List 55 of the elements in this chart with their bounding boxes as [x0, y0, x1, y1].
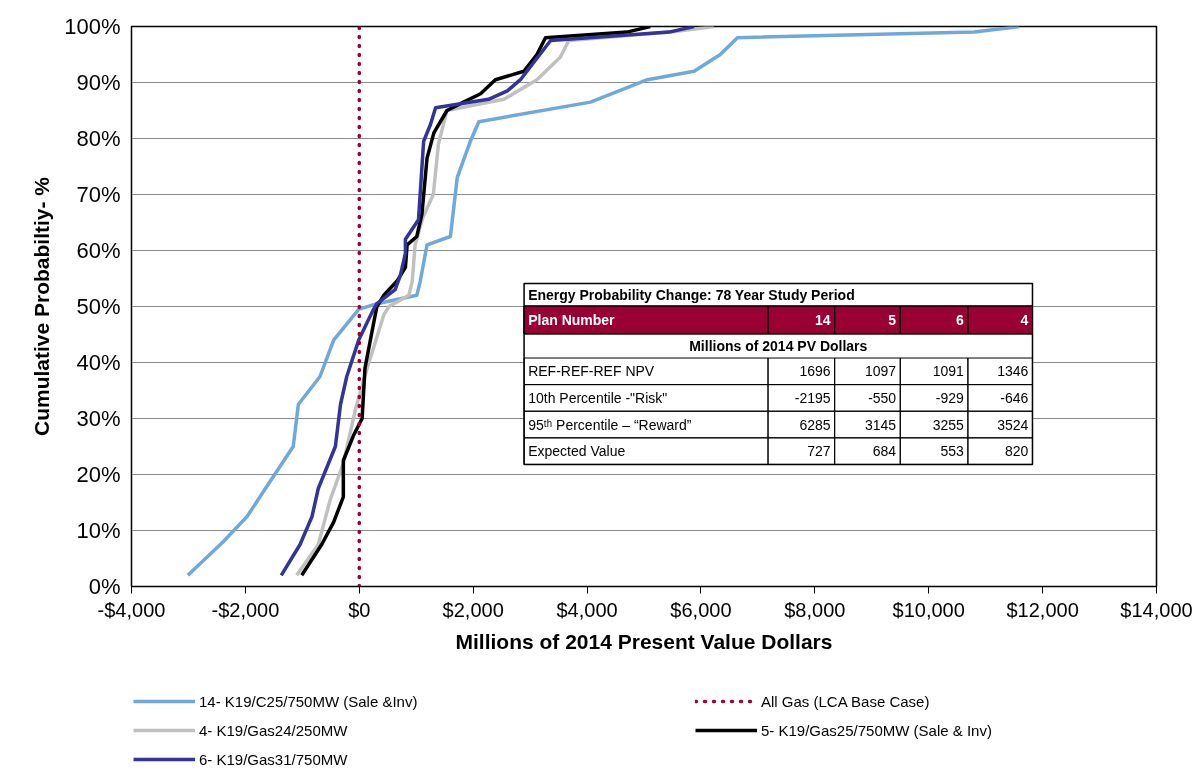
y-tick-label: 90% [76, 70, 121, 95]
annotation: 1346 [997, 363, 1029, 380]
annotation: 1097 [865, 363, 897, 380]
x-tick-label: $2,000 [442, 598, 504, 621]
annotation: 820 [1005, 443, 1029, 460]
annotation: -929 [935, 389, 965, 406]
annotation: 1091 [932, 363, 965, 380]
x-tick-label: $10,000 [892, 598, 965, 621]
legend-label: 4- K19/Gas24/250MW [199, 721, 348, 739]
annotation: 3145 [865, 416, 897, 433]
y-tick-label: 70% [76, 182, 121, 207]
annotation: REF-REF-REF NPV [528, 363, 655, 380]
annotation: Energy Probability Change: 78 Year Study Period [528, 286, 855, 303]
y-tick-label: 0% [88, 574, 121, 599]
x-tick-label: $8,000 [784, 598, 846, 621]
y-tick-label: 10% [76, 518, 121, 543]
y-tick-label: 100% [64, 14, 121, 39]
annotation: -646 [1000, 389, 1029, 406]
annotation: 6285 [799, 416, 831, 433]
legend-label: 6- K19/Gas31/750MW [199, 750, 348, 768]
x-axis-title: Millions of 2014 Present Value Dollars [455, 629, 833, 653]
y-tick-label: 20% [76, 462, 121, 487]
annotation: 3524 [997, 416, 1029, 433]
annotation: 4 [1020, 311, 1029, 328]
y-tick-label: 60% [76, 238, 121, 263]
y-tick-label: 40% [76, 350, 121, 375]
x-tick-label: $6,000 [670, 598, 732, 621]
y-tick-label: 80% [76, 126, 121, 151]
y-axis-title: Cumulative Probabiltiy- % [30, 176, 54, 437]
annotation: Expected Value [528, 443, 626, 460]
x-tick-label: $0 [348, 598, 371, 621]
x-tick-label: -$2,000 [211, 598, 280, 621]
x-tick-label: $4,000 [556, 598, 618, 621]
legend-label: 5- K19/Gas25/750MW (Sale & Inv) [761, 721, 992, 739]
annotation: 95ᵗʰ Percentile – “Reward” [528, 416, 692, 433]
annotation: 1696 [799, 363, 831, 380]
x-tick-label: -$4,000 [97, 598, 166, 621]
annotation: -2195 [794, 389, 831, 406]
annotation: 3255 [932, 416, 965, 433]
x-tick-label: $14,000 [1120, 598, 1193, 621]
annotation: 5 [888, 311, 897, 328]
annotation: -550 [868, 389, 897, 406]
x-tick-label: $12,000 [1006, 598, 1079, 621]
legend-label: 14- K19/C25/750MW (Sale &Inv) [199, 692, 418, 710]
legend-label: All Gas (LCA Base Case) [761, 692, 930, 710]
annotation: Plan Number [528, 311, 616, 328]
annotation: Millions of 2014 PV Dollars [689, 337, 868, 354]
annotation: 14 [814, 311, 831, 328]
annotation: 684 [872, 443, 897, 460]
annotation: 10th Percentile -"Risk" [528, 389, 668, 406]
annotation: 727 [807, 443, 831, 460]
y-tick-label: 50% [76, 294, 121, 319]
annotation: 6 [956, 311, 965, 328]
y-tick-label: 30% [76, 406, 121, 431]
annotation: 553 [940, 443, 965, 460]
